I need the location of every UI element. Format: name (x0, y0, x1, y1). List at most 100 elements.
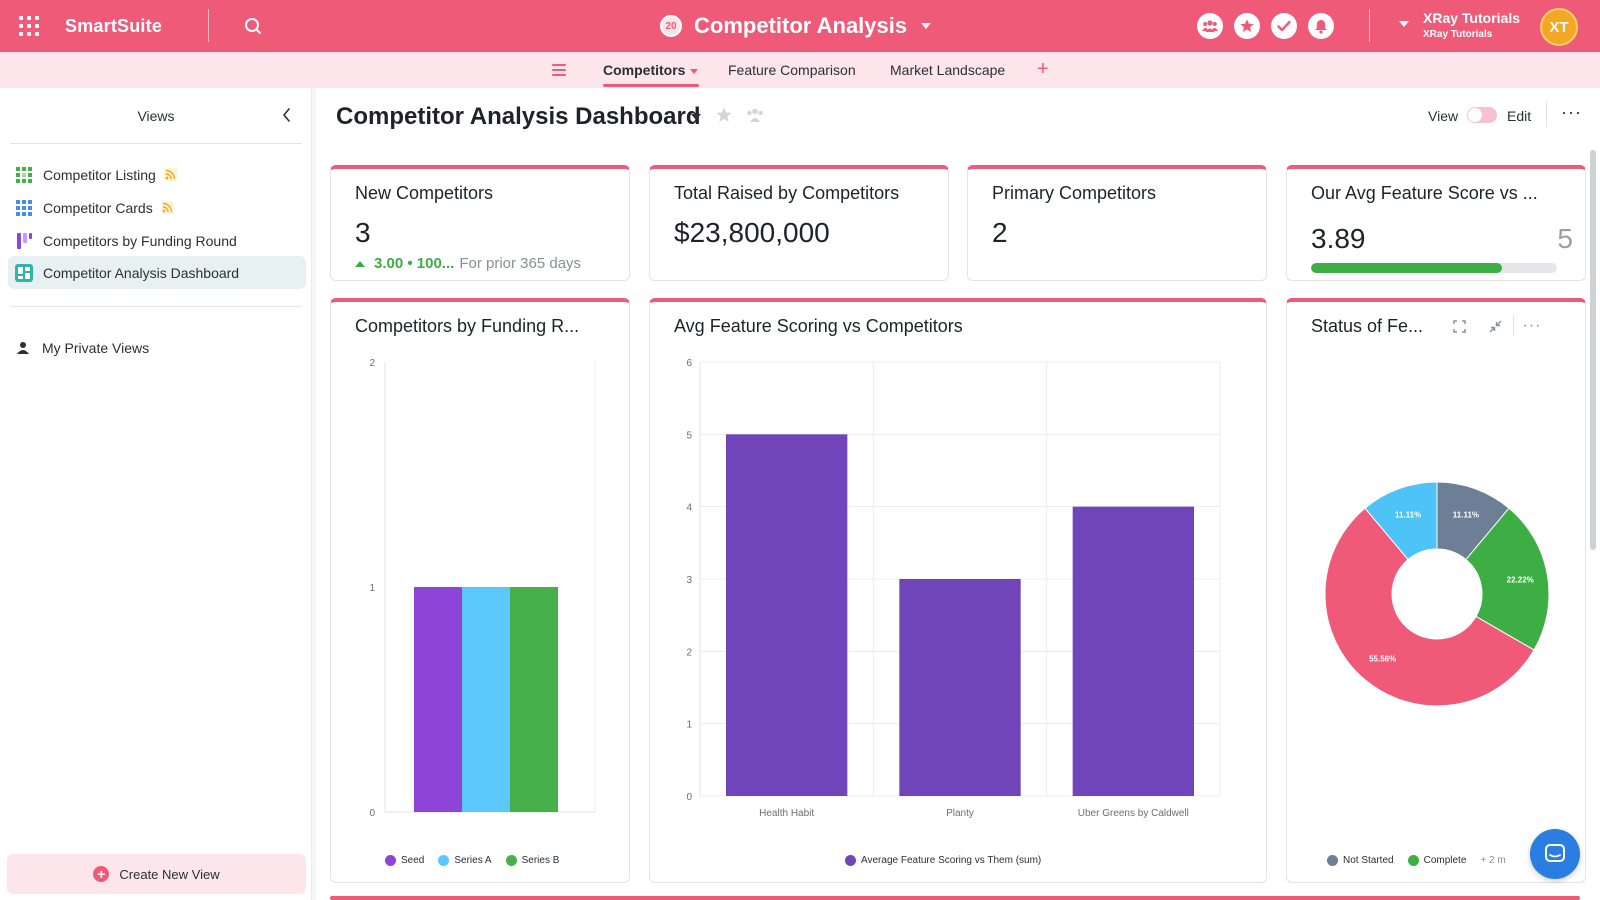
legend-more[interactable]: + 2 m (1480, 855, 1506, 866)
sidebar-item-label: Competitor Cards (43, 199, 153, 216)
legend-swatch (1407, 855, 1419, 866)
legend-item-seed[interactable]: Seed (385, 855, 424, 866)
pie-slice-4 (1364, 481, 1438, 561)
status-pie-chart: 11.11% 22.22% 55.56% 11.11% (1324, 481, 1550, 707)
goal-progress-bar (1311, 263, 1557, 273)
legend-item-series-b[interactable]: Series B (505, 855, 560, 866)
bar-seed (414, 587, 462, 812)
create-new-view-button[interactable]: + Create New View (7, 854, 306, 894)
y-tick-label: 2 (369, 358, 375, 369)
slice-label: 11.11% (1453, 511, 1479, 520)
edit-mode-toggle[interactable] (1467, 107, 1497, 123)
account-name[interactable]: XRay Tutorials (1423, 10, 1520, 26)
sidebar-title: Views (137, 108, 175, 124)
sidebar-item-funding-round[interactable]: Competitors by Funding Round (8, 224, 306, 257)
app-icon: 20 (660, 15, 682, 37)
divider (10, 143, 302, 144)
card-title: Total Raised by Competitors (674, 183, 900, 203)
sidebar-item-label: Competitors by Funding Round (43, 232, 237, 249)
share-icon[interactable] (746, 107, 764, 123)
more-options-icon[interactable]: ··· (1522, 317, 1542, 334)
tab-competitors[interactable]: Competitors (603, 62, 699, 78)
resize-icon[interactable] (1485, 316, 1505, 336)
legend-label: Series B (521, 855, 560, 866)
my-private-views[interactable]: My Private Views (16, 340, 149, 356)
kpi-card-new-competitors[interactable]: New Competitors 3 3.00 • 100... For prio… (330, 165, 630, 281)
chat-icon (1545, 844, 1565, 862)
search-icon[interactable] (243, 16, 263, 36)
legend-item-not-started[interactable]: Not Started (1327, 855, 1394, 866)
sidebar-item-dashboard[interactable]: Competitor Analysis Dashboard (8, 256, 306, 289)
y-tick-label: 0 (686, 792, 692, 803)
legend-label: Series A (454, 855, 492, 866)
legend-item-complete[interactable]: Complete (1407, 855, 1466, 866)
kpi-card-primary-competitors[interactable]: Primary Competitors 2 (967, 165, 1267, 281)
kpi-card-feature-score[interactable]: Our Avg Feature Score vs ... 3.89 5 (1286, 165, 1586, 281)
rss-feed-icon (160, 201, 174, 214)
card-title: Avg Feature Scoring vs Competitors (674, 316, 963, 336)
kpi-value: 3.89 (1311, 223, 1366, 254)
sidebar-item-label: Competitor Listing (43, 166, 156, 183)
person-icon (17, 342, 29, 354)
active-tab-indicator (603, 84, 699, 87)
tab-market-landscape[interactable]: Market Landscape (890, 62, 1006, 78)
chevron-down-icon[interactable] (691, 114, 701, 120)
bar-uber-greens-by-caldwell (1072, 506, 1194, 796)
legend-swatch (438, 855, 450, 866)
brand-name[interactable]: SmartSuite (65, 16, 163, 36)
y-tick-label: 3 (686, 575, 692, 586)
kpi-value: 2 (992, 217, 1008, 248)
star-icon[interactable] (715, 106, 733, 124)
top-bar: SmartSuite 20 Competitor Analysis XRay T… (0, 0, 1600, 52)
more-options-icon[interactable]: ··· (1561, 102, 1582, 122)
y-tick-label: 5 (686, 430, 692, 441)
chevron-down-icon (921, 23, 932, 29)
edit-mode-label: Edit (1507, 108, 1532, 124)
chart-card-status[interactable]: Status of Fe... ··· 11.11% 22.22% 55.56% 11… (1286, 298, 1586, 883)
kpi-change-value: 3.00 • 100... (374, 255, 455, 272)
chat-support-button[interactable] (1530, 829, 1580, 879)
scrollbar[interactable] (1590, 150, 1596, 550)
pie-slice-2 (1465, 507, 1550, 651)
feature-scoring-chart: 0 1 2 3 4 5 6 Health Habit Planty Uber Greens by … (686, 358, 1221, 819)
divider (10, 306, 302, 307)
add-table-button[interactable]: + (1037, 58, 1049, 80)
card-title: New Competitors (355, 183, 494, 203)
favorites-icon[interactable] (1234, 13, 1260, 39)
kpi-card-total-raised[interactable]: Total Raised by Competitors $23,800,000 (649, 165, 949, 281)
legend-item-series-a[interactable]: Series A (438, 855, 492, 866)
view-mode-label: View (1428, 108, 1459, 124)
x-tick-label: Health Habit (759, 808, 814, 819)
chart-card-funding-round[interactable]: Competitors by Funding R... 0 1 2 Seed Ser… (330, 298, 630, 883)
avatar[interactable]: XT (1540, 8, 1578, 46)
tab-feature-comparison[interactable]: Feature Comparison (728, 62, 856, 78)
expand-icon[interactable] (1449, 316, 1469, 336)
page-title[interactable]: Competitor Analysis Dashboard (336, 103, 701, 130)
legend-label: Average Feature Scoring vs Them (sum) (861, 855, 1042, 866)
sidebar-item-competitor-listing[interactable]: Competitor Listing (8, 158, 306, 191)
app-title-switcher[interactable]: 20 Competitor Analysis (660, 10, 932, 42)
apps-grid-icon[interactable] (19, 16, 39, 36)
collapse-sidebar-icon[interactable] (281, 107, 293, 123)
workspace-name: XRay Tutorials (1423, 29, 1493, 40)
y-tick-label: 4 (686, 503, 692, 514)
y-tick-label: 6 (686, 358, 692, 369)
legend-swatch (385, 855, 396, 866)
rss-feed-icon (163, 168, 177, 181)
legend-item-feature-scoring[interactable]: Average Feature Scoring vs Them (sum) (845, 855, 1041, 866)
chevron-down-icon[interactable] (1399, 21, 1409, 27)
divider (1369, 9, 1370, 42)
card-title: Competitors by Funding R... (355, 316, 580, 336)
goal-target: 5 (1557, 223, 1573, 254)
y-tick-label: 1 (686, 720, 692, 731)
menu-icon[interactable] (552, 64, 566, 76)
tasks-icon[interactable] (1271, 13, 1297, 39)
legend-label: Not Started (1343, 855, 1394, 866)
funding-round-chart: 0 1 2 (369, 358, 596, 819)
chart-card-feature-scoring[interactable]: Avg Feature Scoring vs Competitors 0 1 2 3 4… (649, 298, 1267, 883)
sidebar-item-competitor-cards[interactable]: Competitor Cards (8, 191, 306, 224)
views-sidebar: Views Competitor Listing Competitor Card… (0, 88, 312, 900)
notifications-icon[interactable] (1308, 13, 1334, 39)
members-icon[interactable] (1197, 13, 1223, 39)
divider (208, 9, 209, 42)
